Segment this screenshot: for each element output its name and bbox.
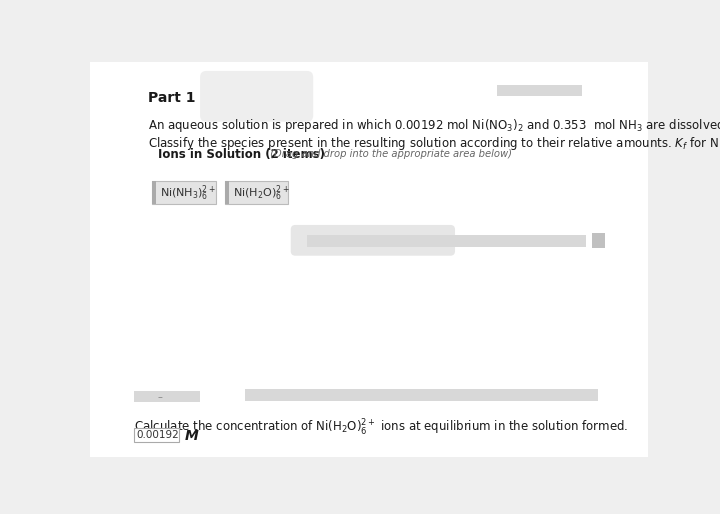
Text: Ni(NH$_{3})_{6}^{2+}$: Ni(NH$_{3})_{6}^{2+}$ <box>160 183 216 203</box>
Bar <box>307 235 586 247</box>
Bar <box>593 233 605 248</box>
Text: 0.00192: 0.00192 <box>137 430 179 440</box>
Bar <box>152 181 156 204</box>
Text: (Drag and drop into the appropriate area below): (Drag and drop into the appropriate area… <box>266 149 512 159</box>
Text: Ni(H$_{2}$O)$_{6}^{2+}$: Ni(H$_{2}$O)$_{6}^{2+}$ <box>233 183 289 203</box>
FancyBboxPatch shape <box>200 71 313 122</box>
Bar <box>134 391 200 402</box>
Bar <box>225 181 289 204</box>
Text: M: M <box>184 429 198 443</box>
Bar <box>134 428 179 442</box>
Bar <box>152 181 215 204</box>
Text: Classify the species present in the resulting solution according to their relati: Classify the species present in the resu… <box>148 135 720 155</box>
FancyBboxPatch shape <box>291 225 455 256</box>
Text: –: – <box>157 392 162 402</box>
Text: Calculate the concentration of Ni(H$_{2}$O)$_{6}^{2+}$ ions at equilibrium in th: Calculate the concentration of Ni(H$_{2}… <box>134 417 629 437</box>
Text: Ions in Solution (2 items): Ions in Solution (2 items) <box>158 148 325 161</box>
Text: Part 1: Part 1 <box>148 91 196 105</box>
Bar <box>225 181 229 204</box>
Bar <box>245 389 598 401</box>
Bar <box>497 85 582 96</box>
Text: An aqueous solution is prepared in which 0.00192 mol Ni(NO$_{3})_{2}$ and 0.353 : An aqueous solution is prepared in which… <box>148 117 720 134</box>
